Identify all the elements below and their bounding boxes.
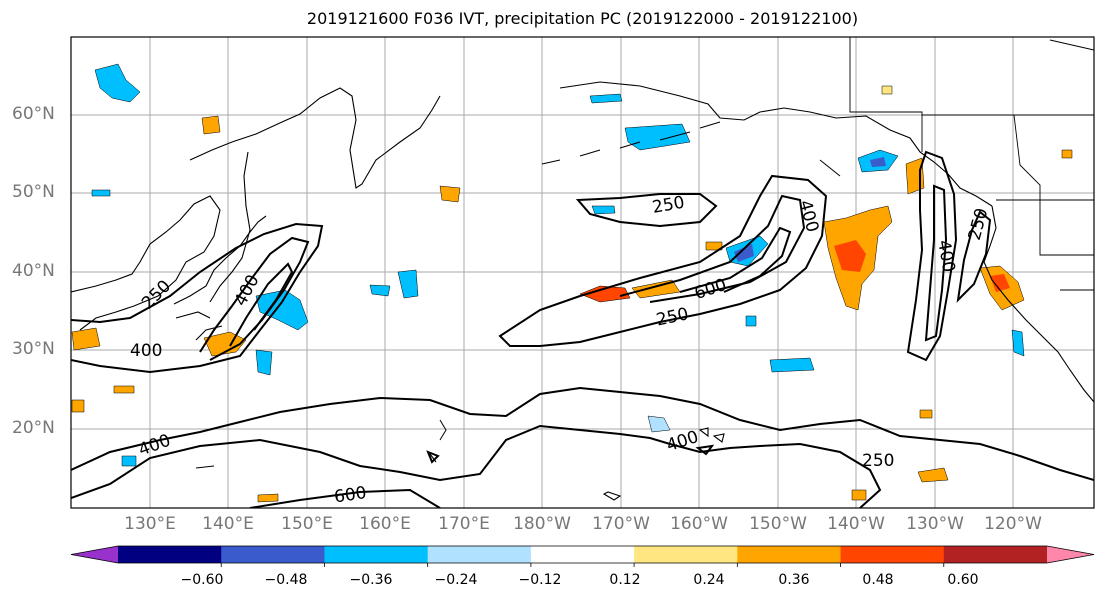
colorbar-tick-label: −0.36 (349, 572, 393, 588)
map-title: 2019121600 F036 IVT, precipitation PC (2… (306, 9, 859, 28)
colorbar (70, 545, 1095, 567)
coastline-east-asia (189, 87, 441, 189)
precip-negative-patch (769, 357, 815, 373)
longitude-label: 130°E (124, 514, 176, 534)
precip-negative-patch (647, 415, 671, 433)
precip-negative-patch (734, 244, 754, 262)
ivt-contour-south-400 (71, 424, 882, 508)
latitude-label: 20°N (12, 418, 55, 438)
map-frame (70, 36, 1095, 509)
latitude-label: 50°N (12, 182, 55, 202)
ivt-contour-east-400 (924, 184, 948, 342)
contour-label: 250 (862, 451, 894, 471)
precip-positive-patch (1061, 149, 1073, 159)
colorbar-swatch (427, 546, 532, 563)
coastlines (71, 81, 1094, 501)
latitude-label: 30°N (12, 339, 55, 359)
ivt-contour-jet-400 (619, 194, 806, 303)
latitude-label: 60°N (12, 104, 55, 124)
colorbar-tick-label: 0.60 (947, 572, 979, 588)
colorbar-tick-label: −0.60 (180, 572, 224, 588)
colorbar-tick-label: 0.36 (778, 572, 810, 588)
ivt-contour-south-250 (71, 386, 1094, 481)
ivt-contour-north (575, 193, 718, 228)
precip-negative-patch (121, 455, 137, 467)
precip-positive-patch (71, 399, 85, 413)
colorbar-tick-label: 0.12 (609, 572, 641, 588)
longitude-label: 140°W (827, 514, 885, 534)
precip-negative-patch (255, 349, 273, 376)
colorbar-tick-label: −0.48 (264, 572, 308, 588)
precip-positive-patch (919, 409, 933, 419)
ivt-contour-jet-600 (679, 226, 792, 293)
colorbar-swatch (737, 546, 842, 563)
precip-negative-patch (1011, 329, 1025, 357)
coastline-aleutians (541, 121, 721, 165)
ivt-contour-east-coast (956, 210, 992, 303)
colorbar-swatch (530, 546, 635, 563)
longitude-label: 120°W (984, 514, 1042, 534)
longitude-label: 160°E (359, 514, 411, 534)
colorbar-extend-max (1047, 546, 1094, 563)
precip-positive-patch (834, 240, 866, 272)
longitude-label: 150°W (749, 514, 807, 534)
precip-negative-patch (624, 123, 691, 151)
precip-negative-patch (397, 269, 419, 299)
longitude-label: 160°W (670, 514, 728, 534)
colorbar-extend-min (71, 546, 118, 563)
ivt-contours-thin (439, 159, 841, 441)
ivt-contour-west-outer (71, 222, 324, 374)
coastline-korea-china (71, 195, 221, 331)
precip-positive-patch (113, 385, 135, 394)
longitude-label: 180°W (513, 514, 571, 534)
precip-negative-patch (745, 315, 757, 327)
coastline-islands (195, 427, 725, 501)
precip-negative-patch (589, 93, 623, 104)
precip-positive-patch (881, 85, 893, 95)
precip-positive-patch (439, 185, 461, 203)
longitude-label: 130°W (906, 514, 964, 534)
ivt-contour-south-600 (249, 488, 441, 508)
political-borders (849, 37, 1094, 291)
longitude-label: 150°E (281, 514, 333, 534)
precip-positive-patch (71, 327, 101, 351)
colorbar-tick-label: 0.48 (862, 572, 894, 588)
ivt-contours (71, 150, 1094, 508)
ivt-contour-islands (426, 444, 715, 464)
longitude-label: 170°W (592, 514, 650, 534)
colorbar-outline (70, 545, 1095, 564)
colorbar-swatch (634, 546, 738, 563)
ivt-contour-west-600 (229, 262, 294, 347)
colorbar-swatch (221, 546, 325, 563)
precip-positive-patch (705, 241, 723, 251)
precip-negative-patch (870, 157, 886, 167)
colorbar-tick-label: −0.24 (434, 572, 478, 588)
colorbar-swatch (324, 546, 429, 563)
precip-negative-patch (591, 205, 616, 215)
precip-positive-patch (201, 115, 221, 135)
colorbar-swatch (118, 546, 222, 563)
contour-label: 600 (333, 483, 368, 507)
precip-negative-patch (94, 63, 141, 103)
colorbar-tick-label: −0.12 (518, 572, 562, 588)
ivt-contour-jet-outer (498, 174, 828, 347)
contour-label: 400 (130, 341, 162, 361)
ivt-contour-east (906, 150, 958, 362)
precip-negative-patch (91, 189, 111, 197)
longitude-label: 170°E (438, 514, 490, 534)
longitude-label: 140°E (202, 514, 254, 534)
precip-positive-patch (917, 467, 949, 483)
precip-negative-patch (369, 284, 391, 297)
colorbar-tick-label: 0.24 (693, 572, 725, 588)
precip-positive-patch (851, 489, 867, 501)
latitude-label: 40°N (12, 261, 55, 281)
precip-positive-patch (990, 274, 1010, 292)
colorbar-swatch (840, 546, 945, 563)
colorbar-swatch (943, 546, 1048, 563)
coastline-north-america (983, 205, 1094, 403)
precip-positive-patch (257, 493, 279, 503)
